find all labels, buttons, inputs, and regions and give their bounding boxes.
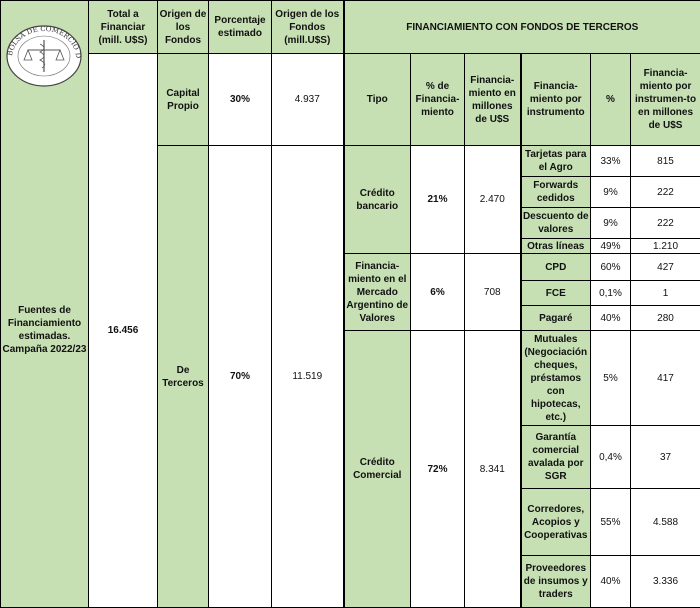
header-fin-instr: Financia-miento por instrumento	[521, 54, 591, 146]
bolsa-comercio-rosario-logo: BOLSA DE COMERCIO DE ROSARIO	[4, 22, 84, 88]
tipo-amount: 708	[465, 254, 521, 331]
origin-pct: 70%	[209, 146, 272, 608]
tipo-pct: 6%	[411, 254, 465, 331]
instrument-amount: 4.588	[631, 489, 700, 556]
header-porcentaje: Porcentaje estimado	[209, 1, 272, 54]
header-origen: Origen de los Fondos	[158, 1, 209, 54]
instrument-pct: 40%	[591, 306, 631, 331]
instrument-amount: 3.336	[631, 556, 700, 608]
instrument-pct: 55%	[591, 489, 631, 556]
tipo-amount: 2.470	[465, 146, 521, 254]
instrument-amount: 222	[631, 208, 700, 239]
header-total: Total a Financiar (mill. U$S)	[89, 1, 158, 54]
header-fin-instr-mill: Financia-miento por instrumen-to en mill…	[631, 54, 700, 146]
instrument-name: Mutuales (Negociación cheques, préstamos…	[521, 331, 591, 426]
tipo-amount: 8.341	[465, 331, 521, 608]
instrument-pct: 60%	[591, 254, 631, 281]
instrument-pct: 0,1%	[591, 281, 631, 306]
origin-amount: 11.519	[272, 146, 344, 608]
instrument-name: Descuento de valores	[521, 208, 591, 239]
instrument-pct: 9%	[591, 208, 631, 239]
instrument-amount: 417	[631, 331, 700, 426]
instrument-pct: 0,4%	[591, 426, 631, 489]
instrument-amount: 280	[631, 306, 700, 331]
origin-pct: 30%	[209, 54, 272, 146]
origin-amount: 4.937	[272, 54, 344, 146]
header-tipo: Tipo	[344, 54, 411, 146]
instrument-pct: 33%	[591, 146, 631, 177]
instrument-amount: 427	[631, 254, 700, 281]
header-origen-mill: Origen de los Fondos (mill.U$S)	[272, 1, 344, 54]
instrument-amount: 815	[631, 146, 700, 177]
header-fin-mill: Financia-miento en millones de U$S	[465, 54, 521, 146]
side-label: Fuentes de Financiamiento estimadas. Cam…	[1, 54, 89, 608]
instrument-pct: 49%	[591, 239, 631, 254]
instrument-name: Forwards cedidos	[521, 177, 591, 208]
instrument-pct: 9%	[591, 177, 631, 208]
instrument-pct: 40%	[591, 556, 631, 608]
instrument-amount: 222	[631, 177, 700, 208]
header-terceros-title: FINANCIAMIENTO CON FONDOS DE TERCEROS	[344, 1, 700, 54]
instrument-name: FCE	[521, 281, 591, 306]
instrument-name: Garantía comercial avalada por SGR	[521, 426, 591, 489]
instrument-amount: 1.210	[631, 239, 700, 254]
tipo-pct: 72%	[411, 331, 465, 608]
instrument-pct: 5%	[591, 331, 631, 426]
instrument-name: Pagaré	[521, 306, 591, 331]
header-pct: %	[591, 54, 631, 146]
tipo-pct: 21%	[411, 146, 465, 254]
total-value: 16.456	[89, 54, 158, 608]
tipo-name: Crédito Comercial	[344, 331, 411, 608]
origin-name: Capital Propio	[158, 54, 209, 146]
instrument-name: Proveedores de insumos y traders	[521, 556, 591, 608]
tipo-name: Crédito bancario	[344, 146, 411, 254]
header-pct-fin: % de Financia-miento	[411, 54, 465, 146]
origin-name: De Terceros	[158, 146, 209, 608]
instrument-name: CPD	[521, 254, 591, 281]
instrument-amount: 37	[631, 426, 700, 489]
instrument-name: Tarjetas para el Agro	[521, 146, 591, 177]
instrument-name: Otras líneas	[521, 239, 591, 254]
instrument-name: Corredores, Acopios y Cooperativas	[521, 489, 591, 556]
instrument-amount: 1	[631, 281, 700, 306]
tipo-name: Financia-miento en el Mercado Argentino …	[344, 254, 411, 331]
